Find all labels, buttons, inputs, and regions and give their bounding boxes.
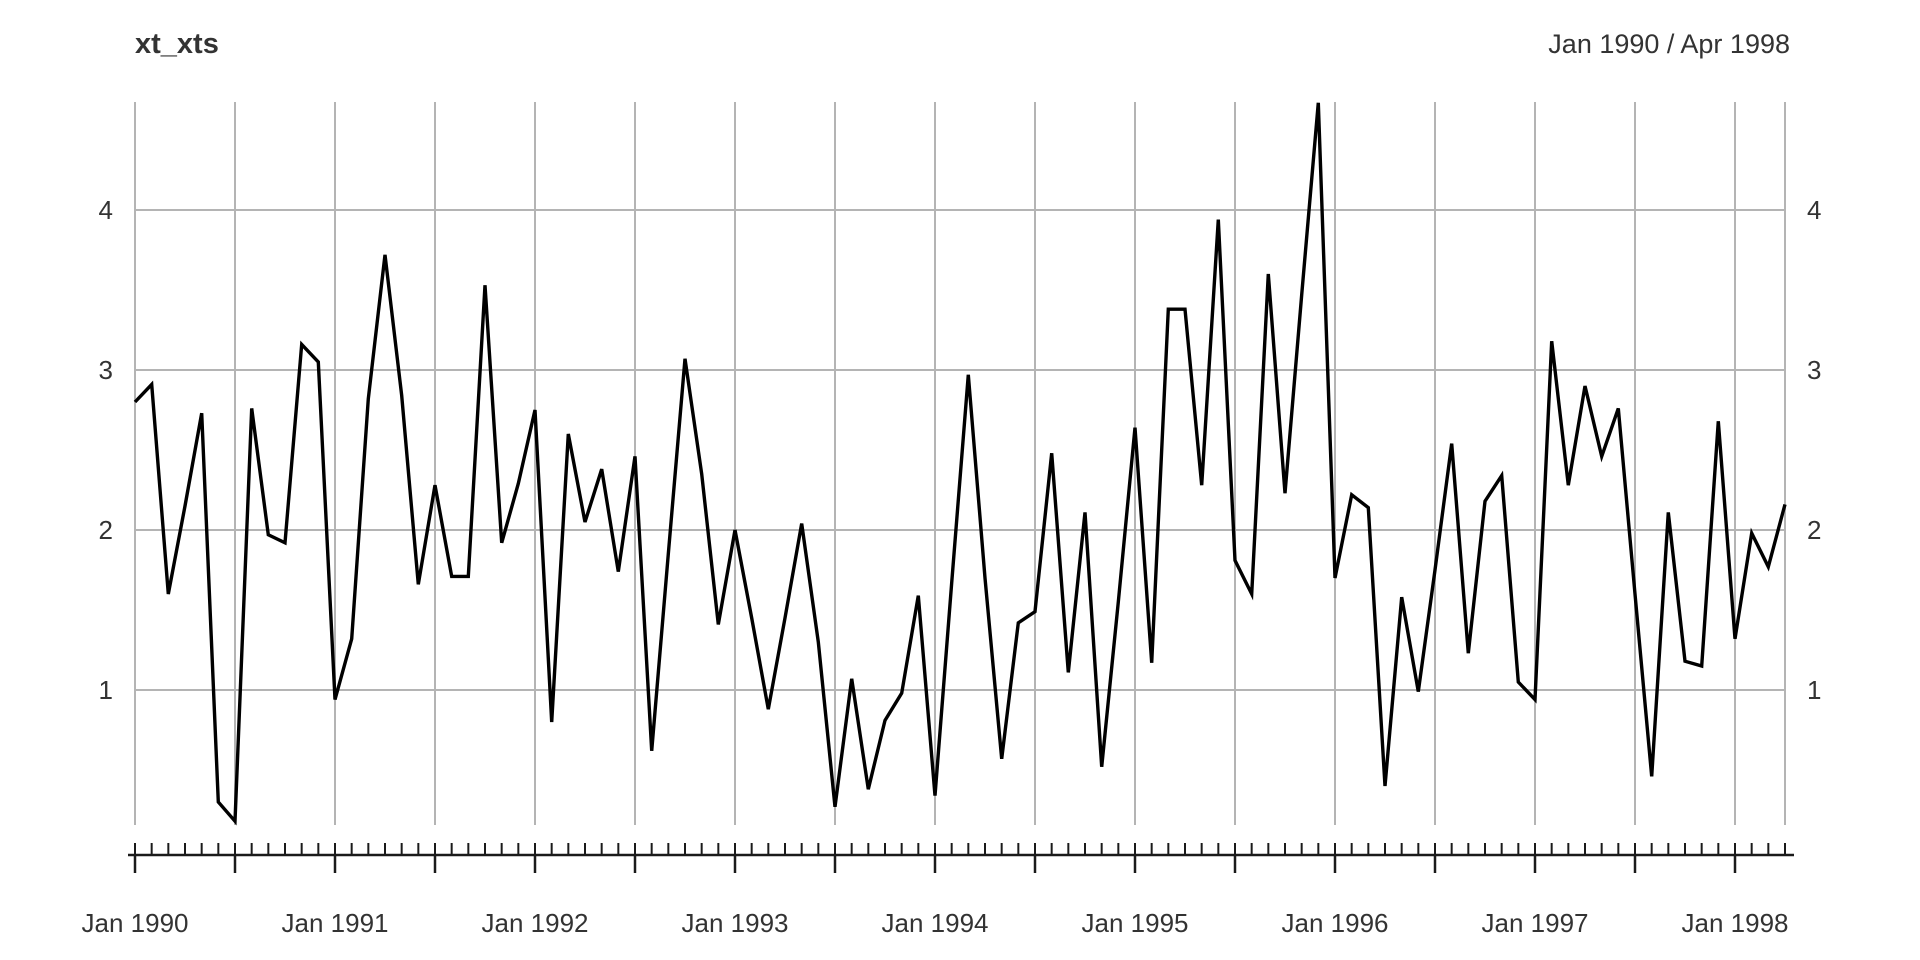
y-tick-label-left: 4	[99, 195, 113, 225]
y-tick-label-right: 3	[1807, 355, 1821, 385]
y-tick-label-left: 3	[99, 355, 113, 385]
y-tick-label-right: 4	[1807, 195, 1821, 225]
x-tick-label: Jan 1998	[1682, 908, 1789, 938]
y-tick-label-left: 2	[99, 515, 113, 545]
plot-area: 1 1 2 2 3 3 4 4 Jan 1990 Jan 1991 Jan 1992 Jan 1993…	[82, 102, 1821, 938]
series-line	[133, 102, 1787, 826]
x-tick-label: Jan 1991	[282, 908, 389, 938]
x-tick-label: Jan 1995	[1082, 908, 1189, 938]
x-tick-label: Jan 1997	[1482, 908, 1589, 938]
chart-period-label: Jan 1990 / Apr 1998	[1548, 29, 1790, 59]
y-tick-label-right: 1	[1807, 675, 1821, 705]
x-tick-label: Jan 1993	[682, 908, 789, 938]
chart-title: xt_xts	[135, 28, 219, 60]
x-tick-label: Jan 1992	[482, 908, 589, 938]
x-tick-label: Jan 1994	[882, 908, 989, 938]
y-tick-label-left: 1	[99, 675, 113, 705]
y-tick-label-right: 2	[1807, 515, 1821, 545]
x-tick-label: Jan 1990	[82, 908, 189, 938]
x-tick-label: Jan 1996	[1282, 908, 1389, 938]
